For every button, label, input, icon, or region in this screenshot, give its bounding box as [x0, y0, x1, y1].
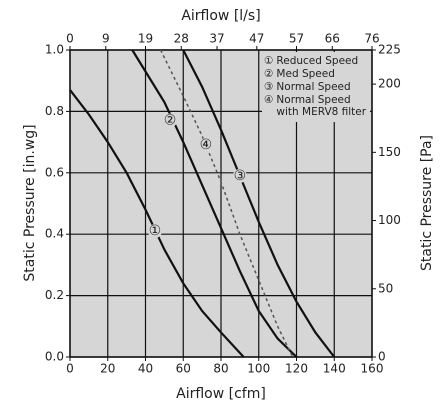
x2-tick-label: 28	[174, 32, 189, 46]
legend-entry: ③ Normal Speed	[264, 81, 368, 93]
x2-tick-label: 19	[138, 32, 153, 46]
x-tick-label: 140	[323, 362, 346, 376]
y2-axis-title: Static Pressure [Pa]	[419, 135, 435, 271]
legend-entry: ① Reduced Speed	[264, 55, 368, 67]
y2-tick-label: 150	[378, 145, 401, 159]
legend-label: Normal Speed with MERV8 filter	[276, 94, 367, 118]
curve-label: ②	[164, 113, 177, 129]
legend-entry: ④ Normal Speed with MERV8 filter	[264, 94, 368, 118]
curve-label: ①	[149, 223, 162, 239]
y2-tick-label: 50	[378, 281, 393, 295]
legend-label: Med Speed	[276, 68, 335, 80]
x2-axis-title: Airflow [l/s]	[181, 8, 260, 24]
curve-label-bg	[232, 168, 247, 183]
y-axis-title: Static Pressure [in.wg]	[22, 124, 38, 281]
curve-label: ④	[200, 137, 213, 153]
y-tick-label: 0.2	[45, 288, 64, 302]
legend-box: ① Reduced Speed ② Med Speed ③ Normal Speed ④ No…	[262, 52, 370, 122]
x-tick-label: 120	[285, 362, 308, 376]
y-tick-label: 0.6	[45, 165, 64, 179]
legend-label: Reduced Speed	[276, 55, 359, 67]
curve-label-bg	[147, 224, 162, 239]
x2-tick-label: 9	[102, 32, 110, 46]
x-tick-label: 20	[100, 362, 115, 376]
y-tick-label: 0.0	[45, 350, 64, 364]
x-tick-label: 160	[361, 362, 384, 376]
y2-tick-label: 100	[378, 213, 401, 227]
legend-label: Normal Speed	[276, 81, 351, 93]
x-tick-label: 60	[176, 362, 191, 376]
x-tick-label: 80	[213, 362, 228, 376]
y-tick-label: 1.0	[45, 43, 64, 57]
x2-tick-label: 76	[364, 32, 379, 46]
x-axis-title: Airflow [cfm]	[176, 386, 266, 402]
curve-label-bg	[163, 113, 178, 128]
x2-tick-label: 0	[66, 32, 74, 46]
curve-label-bg	[198, 138, 213, 153]
x2-tick-label: 37	[209, 32, 224, 46]
series-line	[182, 49, 336, 358]
y2-tick-label: 0	[378, 350, 386, 364]
x-tick-label: 40	[138, 362, 153, 376]
legend-marker: ①	[264, 55, 274, 67]
legend-marker: ②	[264, 68, 274, 80]
plot-frame	[69, 49, 373, 358]
x2-tick-label: 66	[325, 32, 340, 46]
x2-tick-label: 47	[249, 32, 264, 46]
legend-marker: ④	[264, 94, 274, 106]
x2-tick-label: 57	[289, 32, 304, 46]
x-tick-label: 100	[247, 362, 270, 376]
y2-tick-label: 225	[378, 43, 401, 57]
y2-tick-label: 200	[378, 77, 401, 91]
legend-marker: ③	[264, 81, 274, 93]
y-tick-label: 0.4	[45, 227, 64, 241]
y-tick-label: 0.8	[45, 104, 64, 118]
x-tick-label: 0	[66, 362, 74, 376]
curve-label: ③	[234, 168, 247, 184]
legend-entry: ② Med Speed	[264, 68, 368, 80]
series-line	[131, 49, 298, 358]
